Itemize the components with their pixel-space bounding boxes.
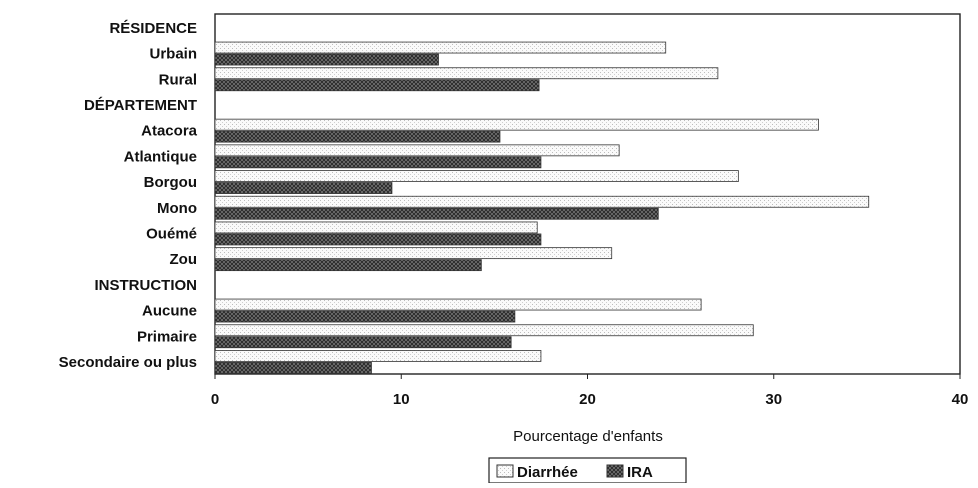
bar-ira-primaire <box>214 336 512 349</box>
category-label-secondaire-ou-plus: Secondaire ou plus <box>59 354 197 371</box>
category-label-primaire: Primaire <box>137 328 197 345</box>
bar-diarrhee-urbain <box>214 41 667 54</box>
bar-ira-rural <box>214 79 540 92</box>
category-label-zou: Zou <box>170 251 198 268</box>
x-axis: 0 10 20 30 40 Pourcentage d'enfants <box>211 374 969 445</box>
legend-box <box>488 457 687 484</box>
legend-label-diarrhee: Diarrhée <box>517 464 578 481</box>
legend-swatch-diarrhee <box>496 464 514 478</box>
category-label-oueme: Ouémé <box>146 225 197 242</box>
bar-diarrhee-atlantique <box>214 144 620 157</box>
category-label-urbain: Urbain <box>149 46 197 63</box>
x-tick-label-30: 30 <box>765 391 782 408</box>
bar-diarrhee-aucune <box>214 298 702 311</box>
bar-diarrhee-atacora <box>214 118 819 131</box>
category-label-mono: Mono <box>157 200 197 217</box>
bar-diarrhee-borgou <box>214 170 739 182</box>
x-tick-label-0: 0 <box>211 391 219 408</box>
bar-ira-zou <box>214 259 482 272</box>
category-labels: RÉSIDENCE Urbain Rural DÉPARTEMENT Atacora At… <box>59 20 198 371</box>
bar-ira-borgou <box>214 182 393 194</box>
bar-ira-atlantique <box>214 156 542 169</box>
group-header-departement: DÉPARTEMENT <box>84 97 197 114</box>
bar-ira-aucune <box>214 310 516 323</box>
category-label-atlantique: Atlantique <box>124 148 197 165</box>
bar-diarrhee-oueme <box>214 221 538 234</box>
plot-area <box>214 13 961 375</box>
bar-diarrhee-rural <box>214 67 719 80</box>
bar-ira-mono <box>214 207 659 220</box>
category-label-aucune: Aucune <box>142 303 197 320</box>
category-label-atacora: Atacora <box>141 123 198 140</box>
bar-diarrhee-zou <box>214 247 613 260</box>
bar-diarrhee-primaire <box>214 324 754 337</box>
bar-ira-atacora <box>214 130 501 143</box>
legend: Diarrhée IRA <box>488 457 687 484</box>
bar-ira-urbain <box>214 53 439 66</box>
x-tick-label-10: 10 <box>393 391 410 408</box>
bar-ira-secondaire-ou-plus <box>214 362 372 374</box>
bar-ira-oueme <box>214 233 542 246</box>
x-tick-label-40: 40 <box>952 391 969 408</box>
bar-diarrhee-secondaire-ou-plus <box>214 350 542 362</box>
category-label-rural: Rural <box>159 71 197 88</box>
legend-swatch-ira <box>606 464 624 478</box>
group-header-instruction: INSTRUCTION <box>95 277 198 294</box>
legend-label-ira: IRA <box>627 464 653 481</box>
category-label-borgou: Borgou <box>144 174 197 191</box>
x-axis-title: Pourcentage d'enfants <box>513 428 663 445</box>
x-tick-label-20: 20 <box>579 391 596 408</box>
bar-diarrhee-mono <box>214 195 870 208</box>
group-header-residence: RÉSIDENCE <box>109 20 197 37</box>
